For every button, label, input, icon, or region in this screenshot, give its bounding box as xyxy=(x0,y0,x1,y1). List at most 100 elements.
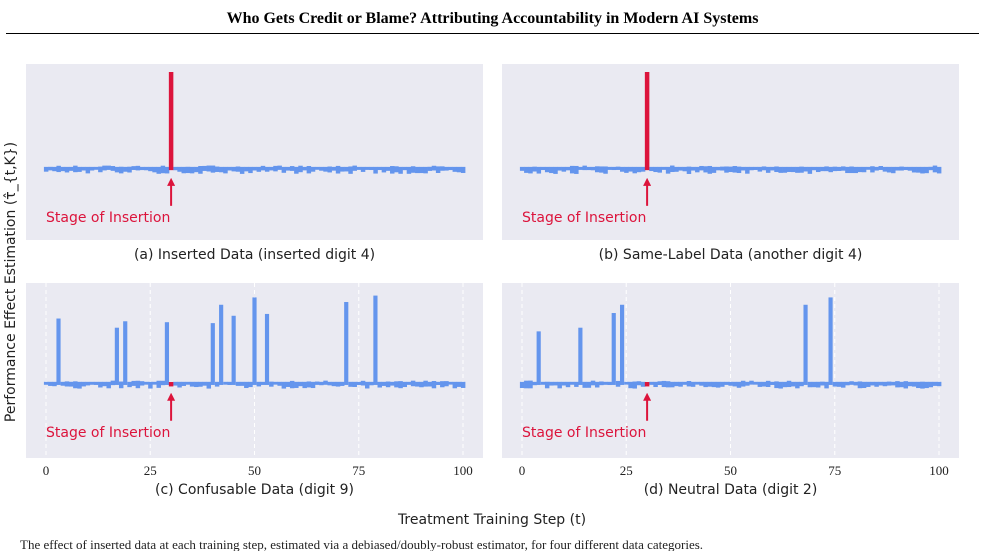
noise-bar xyxy=(335,381,341,387)
noise-bar xyxy=(52,166,57,172)
noise-bar xyxy=(269,381,274,387)
noise-bar xyxy=(761,166,767,171)
noise-bar xyxy=(586,381,592,388)
noise-bar xyxy=(874,381,879,387)
noise-bar xyxy=(148,381,153,389)
noise-bar xyxy=(440,166,445,171)
noise-bar xyxy=(89,166,95,171)
noise-bar xyxy=(532,381,537,386)
noise-bar xyxy=(339,381,345,386)
noise-bar xyxy=(878,166,884,170)
panel-a: Stage of Insertion (a) Inserted Data (ins… xyxy=(26,64,483,263)
noise-bar xyxy=(532,166,537,172)
noise-bar xyxy=(594,381,600,388)
noise-bar xyxy=(824,381,829,389)
noise-bar xyxy=(123,166,128,172)
x-tick-label: 100 xyxy=(929,463,949,478)
noise-bar xyxy=(156,166,161,174)
noise-bar xyxy=(156,380,161,388)
spike-bar xyxy=(210,323,215,385)
noise-bar xyxy=(774,381,779,389)
noise-bar xyxy=(427,381,433,387)
noise-bar xyxy=(649,166,654,172)
noise-bar xyxy=(715,166,721,171)
noise-bar xyxy=(582,165,587,171)
noise-bar xyxy=(519,381,525,389)
noise-bar xyxy=(928,166,934,171)
noise-bar xyxy=(845,166,850,174)
noise-bar xyxy=(385,381,391,388)
noise-bar xyxy=(569,381,575,385)
noise-bar xyxy=(519,166,525,171)
x-tick-label: 0 xyxy=(43,463,50,478)
noise-bar xyxy=(118,381,124,389)
noise-bar xyxy=(857,166,863,173)
noise-bar xyxy=(770,166,775,171)
noise-bar xyxy=(285,166,291,171)
noise-bar xyxy=(369,166,374,171)
noise-bar xyxy=(832,381,838,387)
noise-bar xyxy=(528,380,533,389)
noise-bar xyxy=(878,381,884,386)
noise-bar xyxy=(43,381,49,385)
x-tick-label: 100 xyxy=(453,463,473,478)
noise-bar xyxy=(118,166,124,174)
noise-bar xyxy=(377,166,382,171)
noise-bar xyxy=(774,166,779,173)
noise-bar xyxy=(310,166,316,172)
noise-bar xyxy=(682,166,688,172)
noise-bar xyxy=(390,166,395,174)
noise-bar xyxy=(770,381,775,385)
noise-bar xyxy=(636,166,642,173)
noise-bar xyxy=(223,381,228,385)
noise-bar xyxy=(185,381,191,385)
panels: Stage of Insertion (a) Inserted Data (ins… xyxy=(26,64,959,498)
panel-title: (a) Inserted Data (inserted digit 4) xyxy=(134,247,375,263)
noise-bar xyxy=(924,166,929,174)
noise-bar xyxy=(177,166,182,172)
noise-bar xyxy=(540,166,546,171)
noise-bar xyxy=(699,381,704,386)
noise-bar xyxy=(139,166,145,171)
noise-bar xyxy=(314,381,320,385)
noise-bar xyxy=(841,166,846,171)
noise-bar xyxy=(60,381,66,386)
noise-bar xyxy=(398,166,403,174)
noise-bar xyxy=(753,166,758,170)
noise-bar xyxy=(227,166,232,171)
noise-bar xyxy=(419,381,424,388)
noise-bar xyxy=(189,166,195,174)
noise-bar xyxy=(319,166,324,171)
noise-bar xyxy=(385,166,391,171)
spike-bar xyxy=(828,297,833,385)
noise-bar xyxy=(861,381,867,389)
noise-bar xyxy=(319,381,324,386)
noise-bar xyxy=(352,381,357,387)
noise-bar xyxy=(557,381,562,389)
noise-bar xyxy=(214,381,220,387)
spike-bar xyxy=(803,304,808,385)
noise-bar xyxy=(56,165,61,173)
noise-bar xyxy=(886,381,892,386)
noise-bar xyxy=(281,381,287,389)
noise-bar xyxy=(81,381,86,387)
noise-bar xyxy=(173,166,178,171)
noise-bar xyxy=(327,166,332,173)
noise-bar xyxy=(795,166,800,173)
noise-bar xyxy=(85,381,91,386)
insertion-bar xyxy=(644,382,650,387)
noise-bar xyxy=(323,380,328,385)
spike-bar xyxy=(56,318,61,385)
noise-bar xyxy=(569,165,575,174)
noise-bar xyxy=(736,166,742,174)
noise-bar xyxy=(139,381,145,386)
noise-bar xyxy=(202,381,207,386)
noise-bar xyxy=(553,381,558,386)
noise-bar xyxy=(728,381,733,386)
noise-bar xyxy=(177,381,182,388)
noise-bar xyxy=(344,166,349,172)
noise-bar xyxy=(615,166,621,170)
noise-bar xyxy=(152,381,157,385)
noise-bar xyxy=(423,166,428,174)
noise-bar xyxy=(298,381,303,387)
